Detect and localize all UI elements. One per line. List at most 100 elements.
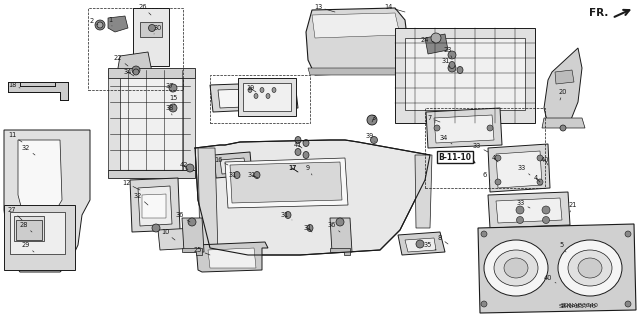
Text: 36: 36 xyxy=(328,222,340,232)
Polygon shape xyxy=(108,16,128,32)
Polygon shape xyxy=(183,78,195,170)
Polygon shape xyxy=(142,194,166,218)
Ellipse shape xyxy=(254,172,260,179)
Polygon shape xyxy=(108,68,195,78)
Ellipse shape xyxy=(169,104,177,112)
Text: 17: 17 xyxy=(288,165,298,172)
Text: 32: 32 xyxy=(22,145,35,155)
Polygon shape xyxy=(398,232,445,255)
Ellipse shape xyxy=(448,51,456,59)
Text: 9: 9 xyxy=(306,165,312,175)
Polygon shape xyxy=(312,13,400,38)
Ellipse shape xyxy=(516,206,524,214)
Text: 35: 35 xyxy=(424,242,436,250)
Text: 11: 11 xyxy=(8,132,22,142)
Text: 19: 19 xyxy=(246,85,256,92)
Polygon shape xyxy=(182,218,204,252)
Polygon shape xyxy=(426,108,502,148)
Polygon shape xyxy=(488,144,550,192)
Polygon shape xyxy=(434,115,494,143)
Text: 33: 33 xyxy=(517,200,530,208)
Ellipse shape xyxy=(133,69,139,75)
Ellipse shape xyxy=(234,172,240,179)
Polygon shape xyxy=(218,88,287,108)
Polygon shape xyxy=(4,205,75,270)
Text: 5: 5 xyxy=(560,242,566,252)
Bar xyxy=(238,78,296,116)
Polygon shape xyxy=(542,118,585,128)
Bar xyxy=(110,70,190,170)
Ellipse shape xyxy=(481,231,487,237)
Polygon shape xyxy=(478,224,636,313)
Ellipse shape xyxy=(625,231,631,237)
Ellipse shape xyxy=(537,155,543,161)
Ellipse shape xyxy=(272,87,276,93)
Text: 4: 4 xyxy=(492,155,498,162)
Bar xyxy=(140,22,162,37)
Text: SDNAB3740: SDNAB3740 xyxy=(561,303,599,308)
Text: FR.: FR. xyxy=(589,8,608,18)
Polygon shape xyxy=(196,242,268,272)
Ellipse shape xyxy=(504,258,528,278)
Polygon shape xyxy=(118,52,152,78)
Text: 33: 33 xyxy=(518,165,530,175)
Text: 24: 24 xyxy=(420,37,434,43)
Text: 2: 2 xyxy=(90,18,98,25)
Text: 12: 12 xyxy=(122,180,140,190)
Text: 30: 30 xyxy=(154,25,162,34)
Text: 33: 33 xyxy=(473,143,488,152)
Polygon shape xyxy=(308,68,405,75)
Ellipse shape xyxy=(188,218,196,226)
Polygon shape xyxy=(225,158,348,208)
Ellipse shape xyxy=(95,20,105,30)
Ellipse shape xyxy=(448,64,456,72)
Bar xyxy=(133,8,169,66)
Ellipse shape xyxy=(416,240,424,248)
Text: 1: 1 xyxy=(108,17,112,26)
Polygon shape xyxy=(214,152,252,178)
Text: 41: 41 xyxy=(294,142,302,148)
Ellipse shape xyxy=(457,66,463,73)
Text: 10: 10 xyxy=(161,229,175,240)
Text: 25: 25 xyxy=(194,247,210,255)
Text: 31: 31 xyxy=(442,58,450,67)
Polygon shape xyxy=(210,82,298,112)
Ellipse shape xyxy=(169,84,177,92)
Ellipse shape xyxy=(266,93,270,99)
Ellipse shape xyxy=(285,211,291,219)
Text: 3: 3 xyxy=(372,115,376,122)
Ellipse shape xyxy=(148,25,156,32)
Ellipse shape xyxy=(303,139,309,146)
Polygon shape xyxy=(306,8,408,75)
Polygon shape xyxy=(108,170,195,178)
Text: 31: 31 xyxy=(248,172,258,178)
Text: 34: 34 xyxy=(440,135,452,144)
Ellipse shape xyxy=(367,115,377,125)
Bar xyxy=(243,83,291,111)
Polygon shape xyxy=(4,130,90,272)
Polygon shape xyxy=(330,248,350,255)
Polygon shape xyxy=(555,70,574,84)
Bar xyxy=(10,212,65,254)
Ellipse shape xyxy=(578,258,602,278)
Ellipse shape xyxy=(543,217,550,224)
Bar xyxy=(88,8,183,90)
Ellipse shape xyxy=(537,179,543,185)
Text: 40: 40 xyxy=(541,157,549,165)
Text: 15: 15 xyxy=(169,95,177,105)
Text: 21: 21 xyxy=(569,202,577,212)
Text: 6: 6 xyxy=(483,172,490,180)
Ellipse shape xyxy=(307,225,313,232)
Polygon shape xyxy=(18,140,62,210)
Text: 34: 34 xyxy=(124,69,134,76)
Text: 36: 36 xyxy=(176,212,190,222)
Text: 28: 28 xyxy=(20,222,32,232)
Polygon shape xyxy=(330,218,352,252)
Polygon shape xyxy=(182,248,202,255)
Text: 14: 14 xyxy=(384,4,405,12)
Bar xyxy=(14,216,44,241)
Text: 26: 26 xyxy=(139,4,151,15)
Polygon shape xyxy=(544,48,582,125)
Ellipse shape xyxy=(295,137,301,144)
Polygon shape xyxy=(415,155,432,228)
